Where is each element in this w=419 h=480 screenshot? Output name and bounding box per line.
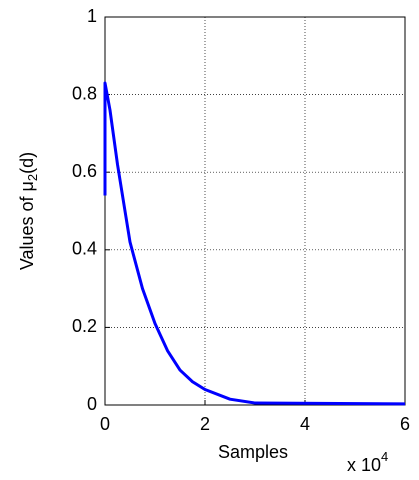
y-tick-label: 1 <box>87 6 97 26</box>
y-tick-label: 0.8 <box>72 83 97 103</box>
x-tick-label: 0 <box>100 414 110 434</box>
x-tick-label: 4 <box>300 414 310 434</box>
x-multiplier-base: x 10 <box>347 455 381 475</box>
y-label-prefix: Values of μ <box>17 181 37 270</box>
y-label-sub: 2 <box>25 174 40 181</box>
y-label-suffix: (d) <box>17 152 37 174</box>
x-tick-label: 2 <box>200 414 210 434</box>
y-tick-label: 0.6 <box>72 161 97 181</box>
data-line <box>103 81 406 406</box>
y-axis-label: Values of μ2(d) <box>17 152 41 270</box>
plot-area <box>105 17 405 405</box>
y-tick-label: 0.2 <box>72 316 97 336</box>
x-multiplier: x 104 <box>347 449 388 474</box>
x-tick-label: 6 <box>400 414 410 434</box>
axes-box <box>104 16 406 406</box>
y-tick-label: 0 <box>87 394 97 414</box>
x-multiplier-exp: 4 <box>381 449 388 464</box>
x-axis-label: Samples <box>218 442 288 462</box>
y-tick-label: 0.4 <box>72 239 97 259</box>
